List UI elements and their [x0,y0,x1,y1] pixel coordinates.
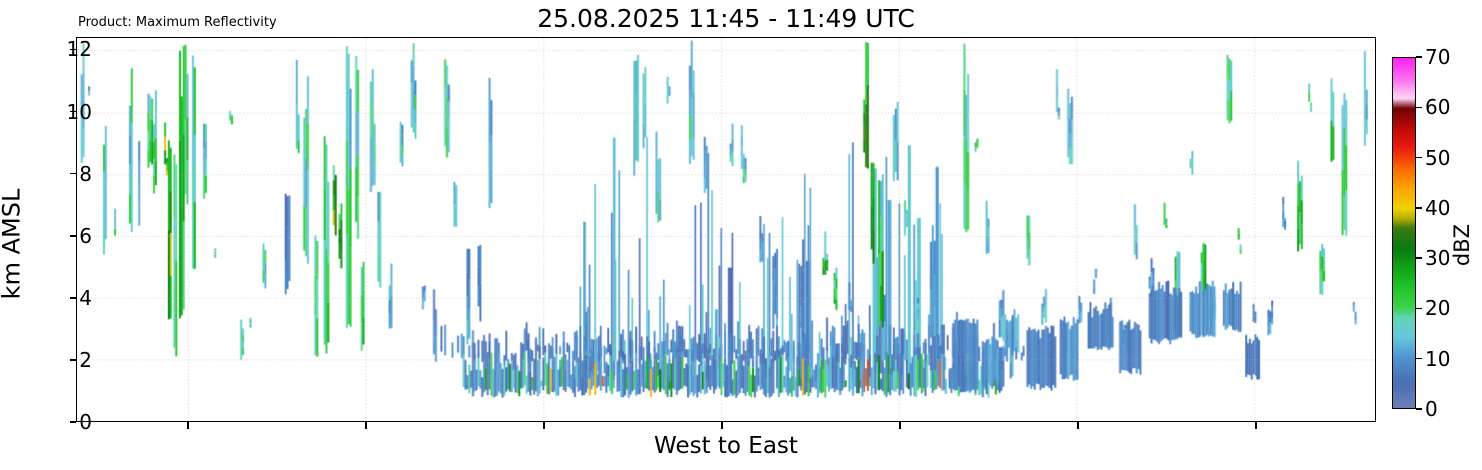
y-tick-mark [70,421,76,423]
y-axis-label: km AMSL [0,188,26,300]
colorbar-tick-mark [1416,357,1422,360]
y-tick-mark [70,48,76,51]
y-tick-mark [70,234,76,237]
colorbar-tick-mark [1416,408,1422,410]
reflectivity-canvas [77,38,1375,421]
colorbar-tick-label: 50 [1425,145,1451,170]
y-tick-mark [70,297,76,299]
x-tick-mark [1254,422,1257,429]
product-annotation: Product: Maximum Reflectivity [78,15,277,30]
x-axis-label: West to East [654,433,798,459]
x-tick-mark [1077,422,1079,429]
colorbar [1392,57,1416,409]
colorbar-tick-label: 70 [1425,45,1451,69]
y-tick-label: 0 [79,410,92,434]
colorbar-gradient [1392,57,1416,409]
x-tick-mark [187,422,189,429]
colorbar-tick-label: 0 [1425,397,1438,421]
colorbar-tick-label: 40 [1425,195,1451,220]
y-tick-mark [70,172,76,175]
x-tick-mark [543,422,545,429]
y-tick-mark [70,359,76,361]
y-tick-label: 8 [79,161,92,186]
x-tick-mark [721,422,723,429]
x-tick-mark [365,422,367,429]
colorbar-tick-label: 60 [1425,95,1451,120]
plot-area [76,37,1376,422]
colorbar-tick-label: 30 [1425,246,1451,271]
colorbar-tick-mark [1416,156,1422,159]
x-tick-mark [899,422,901,429]
colorbar-tick-mark [1416,307,1422,310]
y-tick-label: 2 [79,347,92,372]
colorbar-tick-label: 10 [1425,346,1451,371]
y-tick-label: 6 [79,223,92,248]
colorbar-tick-label: 20 [1425,296,1451,321]
colorbar-tick-mark [1416,207,1422,209]
colorbar-tick-mark [1416,257,1422,259]
y-tick-mark [70,110,76,113]
colorbar-label: dBZ [1450,223,1475,267]
colorbar-tick-mark [1416,56,1422,58]
page-title: 25.08.2025 11:45 - 11:49 UTC [537,4,915,33]
colorbar-tick-mark [1416,106,1422,109]
y-tick-label: 4 [79,285,92,310]
